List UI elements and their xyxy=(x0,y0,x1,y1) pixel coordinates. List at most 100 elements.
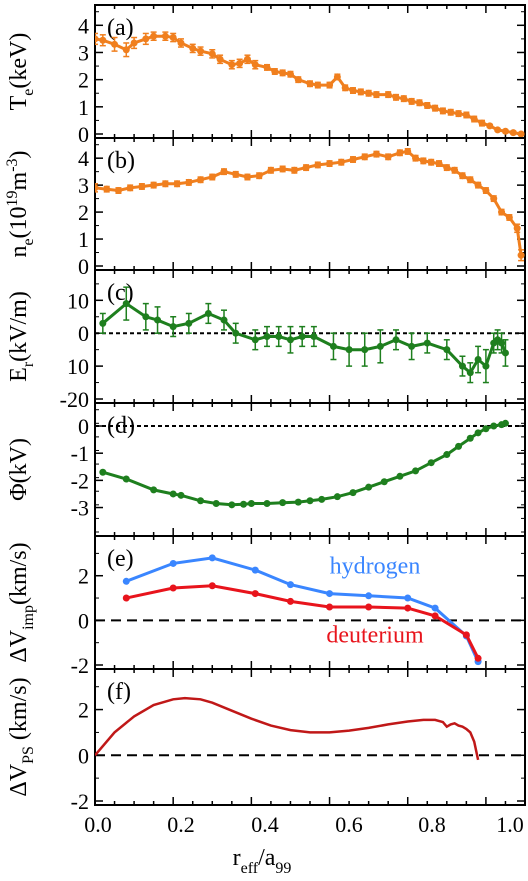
data-point xyxy=(290,166,298,174)
data-point xyxy=(150,32,158,40)
x-tick-label: 0.6 xyxy=(335,812,363,837)
data-point xyxy=(435,160,443,168)
data-point xyxy=(470,115,478,123)
panel-label: (e) xyxy=(107,546,134,572)
data-point xyxy=(431,104,439,112)
data-point xyxy=(349,87,357,95)
y-tick-label: 0 xyxy=(78,254,89,279)
data-point xyxy=(95,35,99,43)
data-point xyxy=(349,489,357,497)
data-point xyxy=(419,157,427,165)
plot-frame xyxy=(94,402,526,537)
data-point xyxy=(294,498,302,506)
data-point xyxy=(314,161,322,169)
panel-f: -2 0 2 (f) ΔVPS (km/s) xyxy=(6,668,526,814)
y-tick-label: -2 xyxy=(71,789,89,814)
data-point xyxy=(490,195,498,203)
y-tick-label: 3 xyxy=(78,40,89,65)
y-tick-label: -2 xyxy=(71,653,89,678)
data-point xyxy=(138,182,146,190)
y-tick-label: 10 xyxy=(67,288,89,313)
data-point xyxy=(240,500,248,508)
data-point xyxy=(372,91,380,99)
data-layer xyxy=(99,419,509,509)
data-point xyxy=(404,594,412,602)
data-point xyxy=(169,584,177,592)
data-point xyxy=(208,50,216,58)
plot-frame xyxy=(94,535,526,670)
data-point xyxy=(122,475,130,483)
data-point xyxy=(228,61,236,69)
data-point xyxy=(490,422,498,430)
panel-a: 012 34 (a) Te(keV) xyxy=(6,4,526,147)
data-point xyxy=(341,84,349,92)
data-point xyxy=(255,172,263,180)
series-label-deuterium: deuterium xyxy=(326,623,424,649)
data-point xyxy=(251,336,259,344)
data-point xyxy=(212,499,220,507)
y-axis-label: Te(keV) xyxy=(6,33,37,111)
data-point xyxy=(423,339,431,347)
data-point xyxy=(443,451,451,459)
y-tick-label: -2 xyxy=(71,468,89,493)
data-point xyxy=(150,181,158,189)
data-point xyxy=(314,81,322,89)
data-point xyxy=(396,472,404,480)
data-point xyxy=(228,501,236,509)
series-line xyxy=(95,696,480,761)
data-point xyxy=(427,459,435,467)
panel-label: (a) xyxy=(107,15,134,41)
data-point xyxy=(263,63,271,71)
panel-label: (d) xyxy=(107,413,135,439)
data-point xyxy=(169,490,177,498)
data-point xyxy=(517,130,525,138)
data-point xyxy=(122,46,130,54)
data-point xyxy=(130,39,138,47)
data-point xyxy=(357,88,365,96)
data-point xyxy=(275,333,283,340)
data-point xyxy=(326,81,334,89)
panel-d: 0-1-2 -3 (d) Φ(kV) xyxy=(6,402,526,537)
data-point xyxy=(333,73,341,81)
y-tick-label: 3 xyxy=(78,173,89,198)
plot-frame xyxy=(94,137,526,271)
data-point xyxy=(326,160,334,168)
data-point xyxy=(333,493,341,501)
data-point xyxy=(236,59,244,67)
data-point xyxy=(279,499,287,507)
data-point xyxy=(208,582,216,590)
y-axis-label: Φ(kV) xyxy=(6,438,32,501)
data-point xyxy=(306,80,314,88)
data-point xyxy=(392,93,400,101)
series-label-hydrogen: hydrogen xyxy=(330,553,421,579)
data-point xyxy=(486,122,494,130)
data-point xyxy=(455,442,463,450)
data-point xyxy=(466,176,474,184)
y-tick-label: 4 xyxy=(78,146,89,171)
x-tick-label: 0.0 xyxy=(84,812,112,837)
y-tick-label: -1 xyxy=(71,441,89,466)
x-tick-label: 0.2 xyxy=(167,812,195,837)
data-layer xyxy=(99,286,509,384)
data-point xyxy=(478,119,486,127)
x-axis-label: reff/a99 xyxy=(233,845,292,877)
data-point xyxy=(455,110,463,118)
data-point xyxy=(501,349,509,357)
data-point xyxy=(247,499,255,507)
data-point xyxy=(208,173,216,181)
data-point xyxy=(286,336,294,344)
y-tick-label: 0 xyxy=(78,321,89,346)
data-point xyxy=(216,55,224,63)
data-point xyxy=(204,309,212,317)
data-point xyxy=(306,497,314,505)
data-point xyxy=(466,434,474,442)
y-axis-label: ΔVimp(km/s) xyxy=(6,542,37,662)
data-point xyxy=(498,339,506,347)
data-point xyxy=(498,208,506,216)
data-point xyxy=(408,342,416,350)
data-point xyxy=(400,95,408,103)
data-point xyxy=(99,319,107,327)
data-point xyxy=(404,147,412,155)
